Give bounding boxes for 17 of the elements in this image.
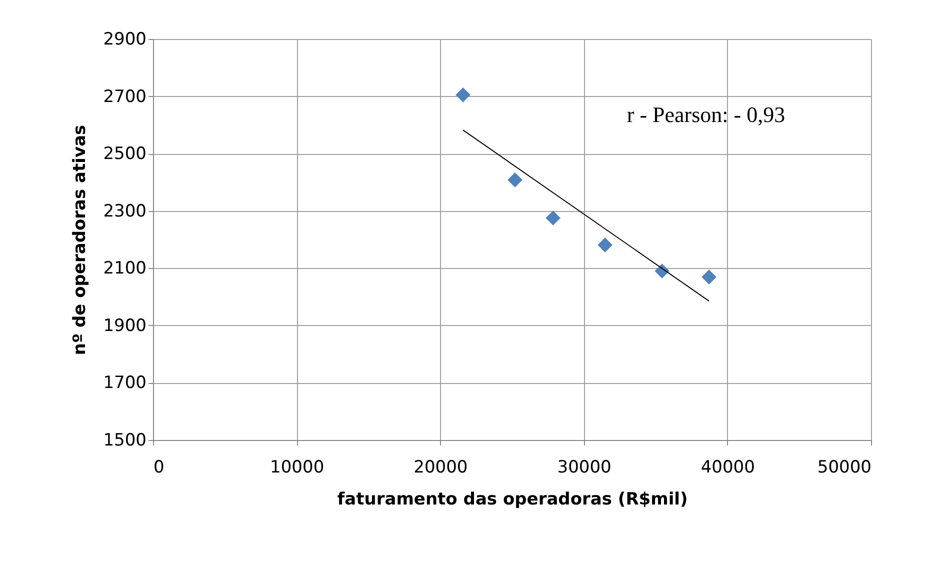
x-tick-label: 40000: [700, 458, 755, 478]
y-tick-label: 1700: [103, 373, 146, 394]
annotation: r - Pearson: - 0,93: [626, 102, 786, 127]
x-tick-label: 30000: [557, 458, 612, 478]
y-tick-label: 1500: [103, 430, 146, 450]
y-tick-label: 2100: [103, 258, 146, 279]
y-axis-title: nº de operadoras ativas: [70, 124, 90, 356]
x-tick-label: 20000: [414, 458, 468, 478]
x-tick-label: 10000: [270, 458, 324, 478]
x-axis-title: faturamento das operadoras (R$mil): [337, 490, 688, 510]
x-tick-label: 50000: [817, 458, 872, 478]
y-tick-label: 1900: [103, 316, 146, 336]
y-tick-label: 2300: [103, 201, 146, 222]
y-tick-label: 2500: [103, 144, 146, 164]
y-tick-label: 2900: [103, 30, 146, 50]
y-tick-label: 2700: [103, 86, 146, 107]
x-tick-label: 0: [154, 458, 164, 478]
